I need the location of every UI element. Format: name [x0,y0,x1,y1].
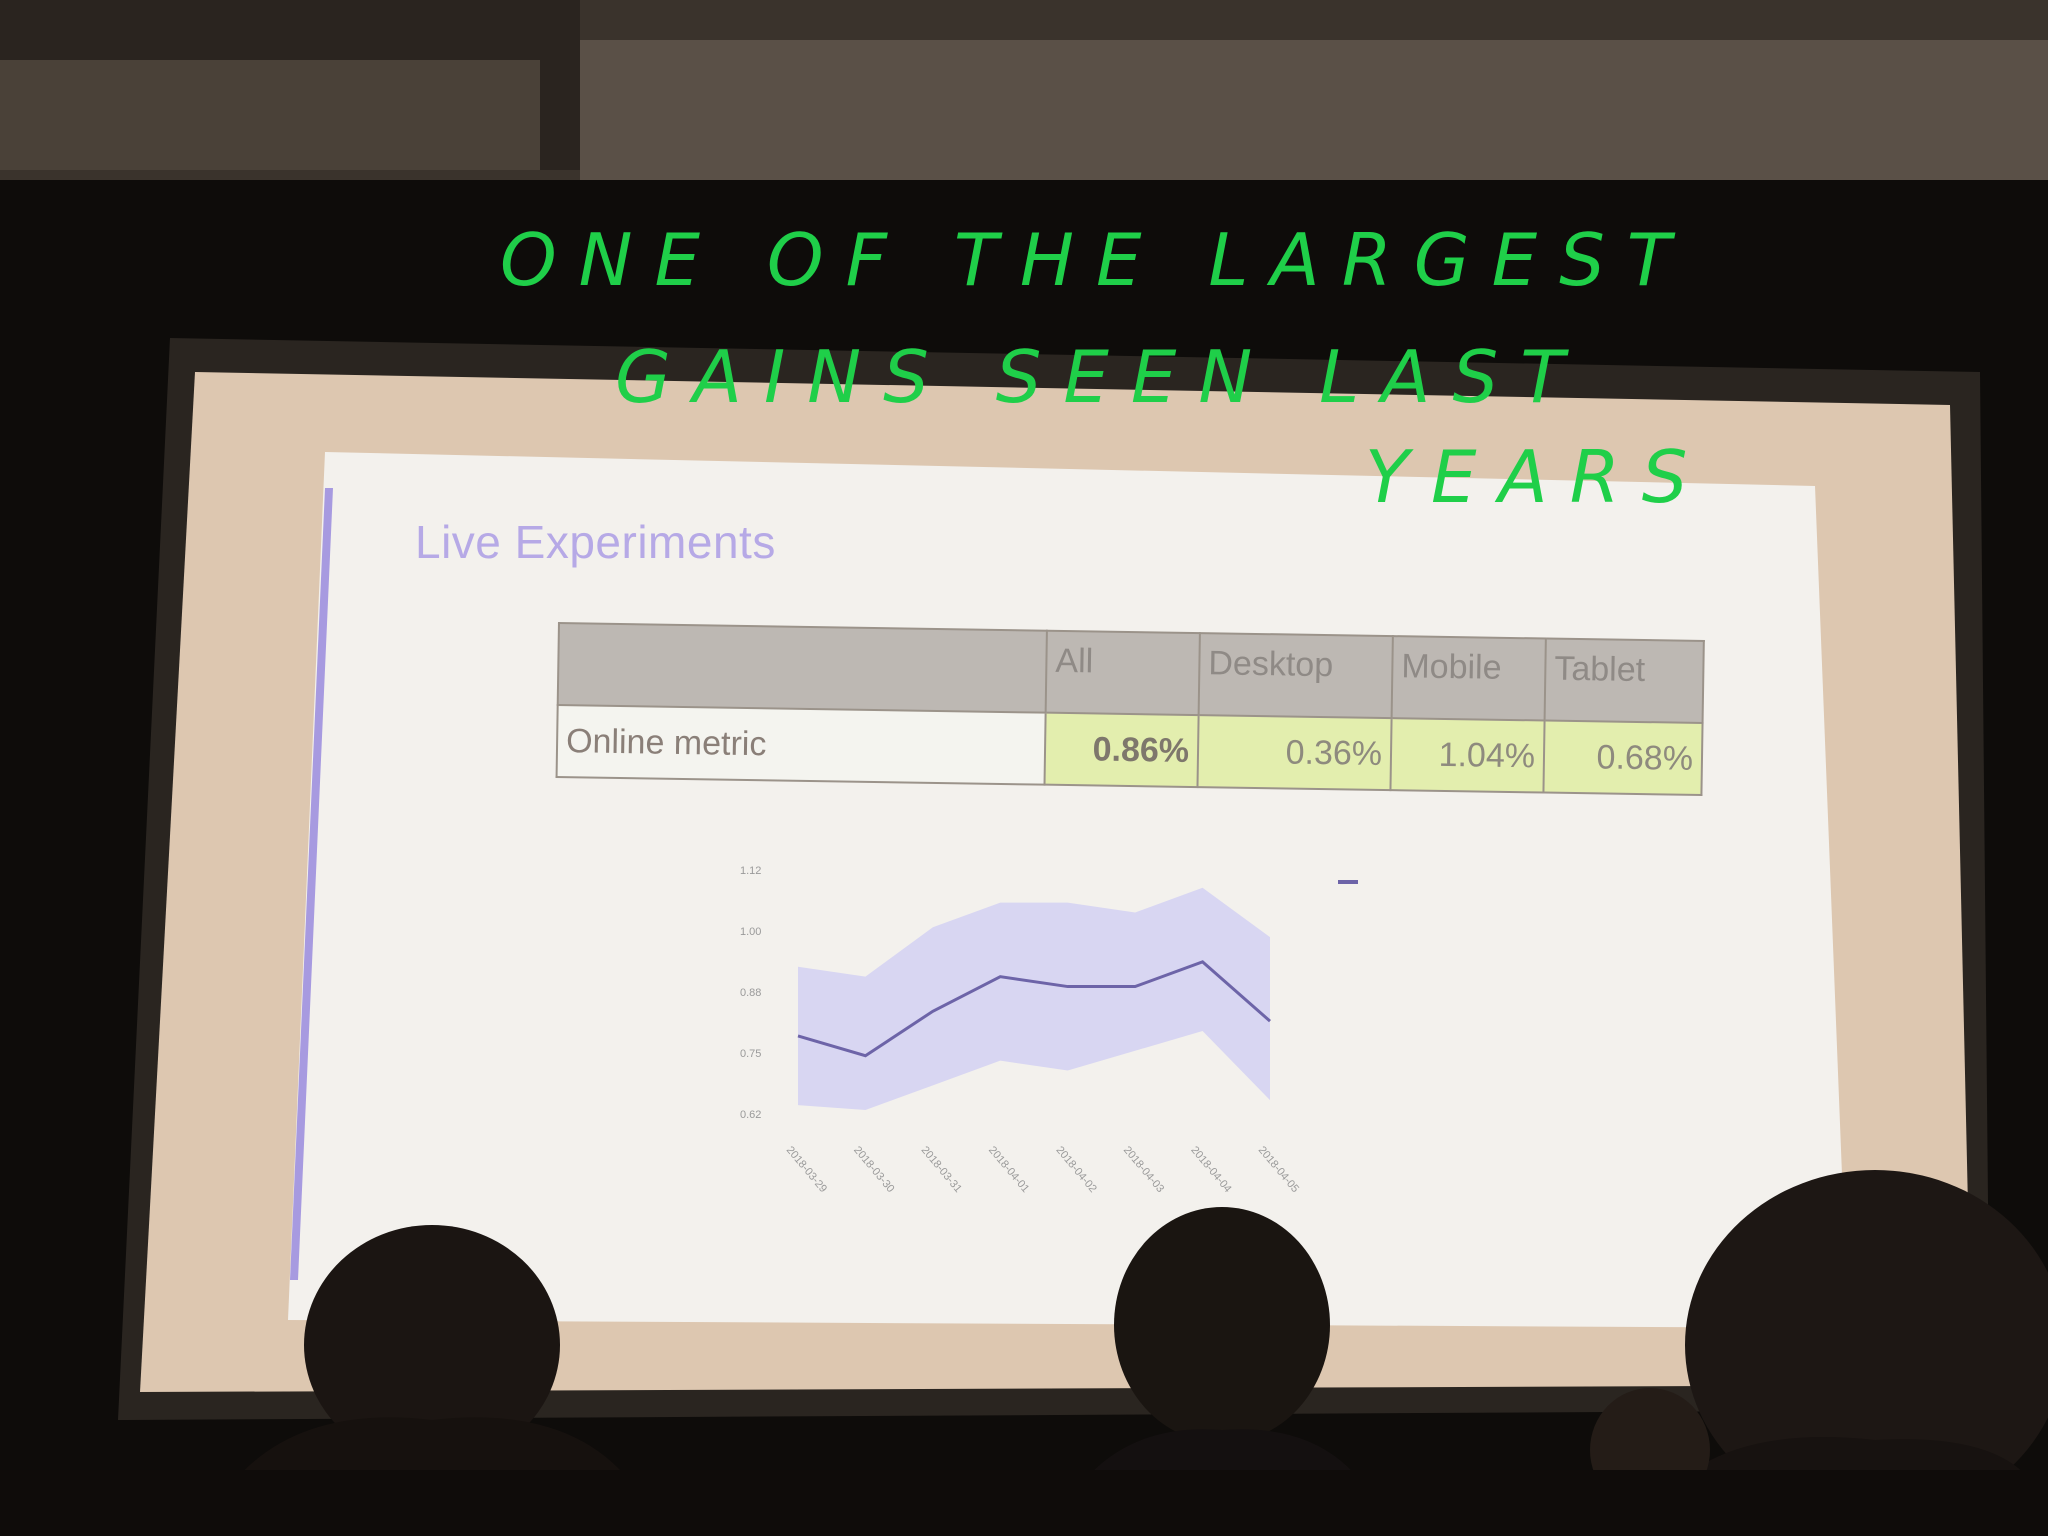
ceiling-lit-panel [580,40,2048,190]
slide-title: Live Experiments [415,516,776,568]
table-header-tablet: Tablet [1544,638,1704,723]
slide [288,452,1848,1328]
value-desktop: 0.36% [1197,715,1392,791]
audience-head-left [304,1225,560,1465]
y-tick-label: 1.00 [740,926,761,938]
table-header-empty [557,623,1047,713]
metrics-table: All Desktop Mobile Tablet Online metric … [556,622,1705,796]
y-tick-label: 0.62 [740,1109,761,1121]
handwritten-note-line-1: ONE OF THE LARGEST [500,218,1693,302]
audience-head-right [1685,1170,2048,1520]
value-mobile: 1.04% [1390,718,1545,793]
handwritten-note-line-3: YEARS [1365,435,1710,519]
audience-head-center [1114,1207,1330,1443]
y-tick-label: 0.88 [740,987,761,999]
table-header-desktop: Desktop [1198,633,1393,719]
series-line [797,960,1271,1058]
slide-accent-bar [290,488,333,1280]
audience-floor [0,1470,2048,1536]
table-header-mobile: Mobile [1391,636,1546,721]
table-header-all: All [1045,630,1200,716]
ceiling-frame [0,60,540,170]
confidence-band [798,887,1270,1111]
handwritten-note-line-2: GAINS SEEN LAST [615,335,1587,419]
y-tick-label: 1.12 [740,865,761,877]
audience [0,1170,2048,1536]
value-tablet: 0.68% [1543,720,1703,795]
y-axis-ticks: 1.12 1.00 0.88 0.75 0.62 [740,865,761,1121]
y-tick-label: 0.75 [740,1048,761,1060]
value-all: 0.86% [1044,712,1199,788]
row-label: Online metric [556,705,1046,785]
